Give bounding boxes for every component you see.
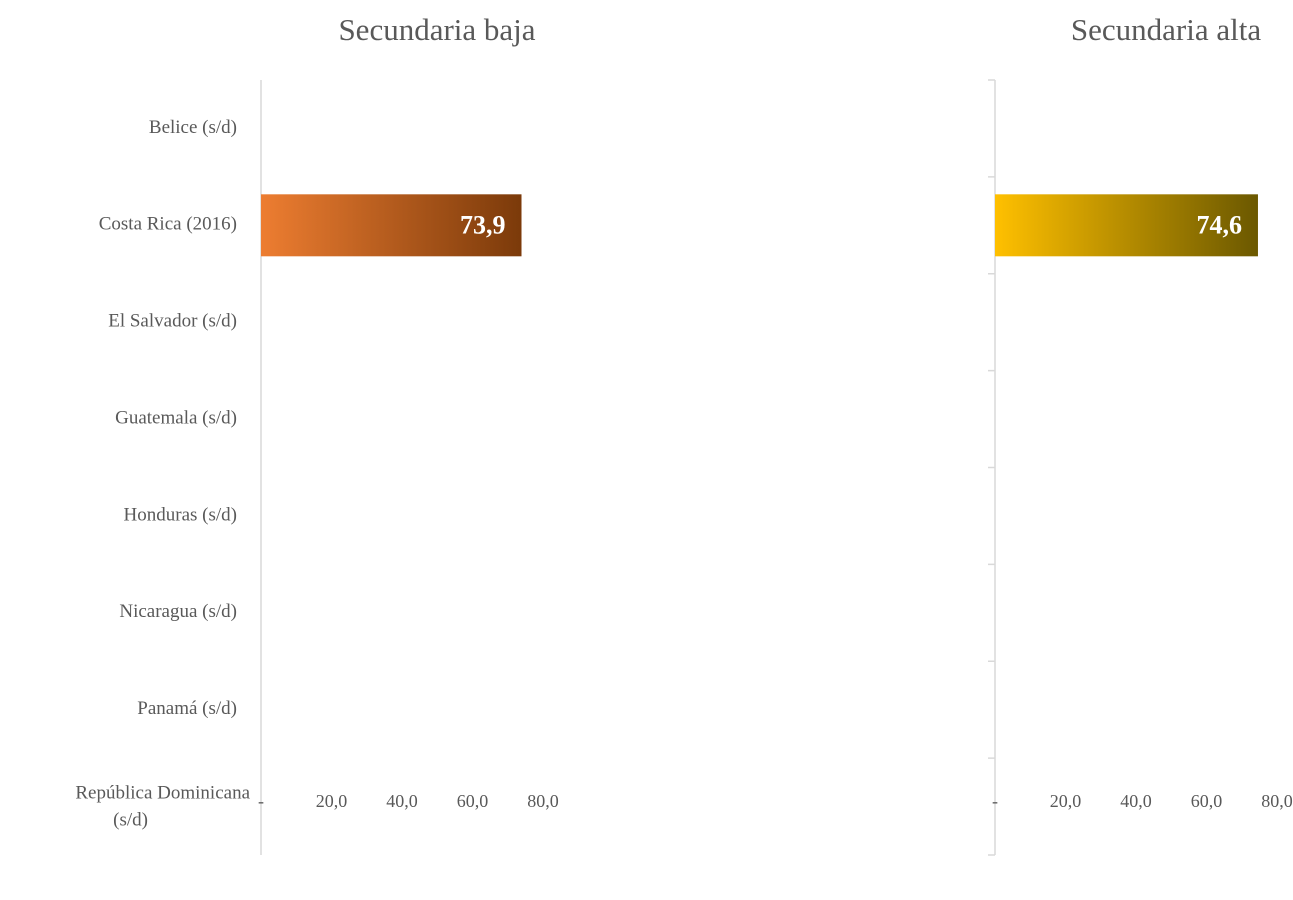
- x-tick-label: -: [258, 791, 264, 811]
- data-label: 73,9: [460, 210, 506, 239]
- x-tick-label: 20,0: [316, 791, 348, 811]
- category-label: Guatemala (s/d): [115, 407, 237, 428]
- chart-title: Secundaria alta: [1071, 12, 1261, 47]
- x-tick-label: 20,0: [1050, 791, 1082, 811]
- category-label: Costa Rica (2016): [99, 214, 237, 235]
- chart-title: Secundaria baja: [338, 12, 535, 47]
- bar: [995, 194, 1258, 257]
- x-tick-label: 60,0: [457, 791, 489, 811]
- category-label: El Salvador (s/d): [108, 311, 237, 332]
- x-tick-label: 80,0: [527, 791, 559, 811]
- bar: [261, 194, 522, 257]
- category-label: Belice (s/d): [149, 117, 237, 138]
- x-tick-label: -: [992, 791, 998, 811]
- x-tick-label: 40,0: [386, 791, 418, 811]
- category-label: República Dominicana (s/d): [75, 783, 250, 831]
- x-tick-label: 80,0: [1261, 791, 1293, 811]
- x-tick-label: 60,0: [1191, 791, 1223, 811]
- category-label: Nicaragua (s/d): [119, 601, 237, 622]
- x-tick-label: 40,0: [1120, 791, 1152, 811]
- data-label: 74,6: [1196, 210, 1242, 239]
- category-label: Honduras (s/d): [124, 504, 237, 525]
- category-label: Panamá (s/d): [137, 698, 237, 719]
